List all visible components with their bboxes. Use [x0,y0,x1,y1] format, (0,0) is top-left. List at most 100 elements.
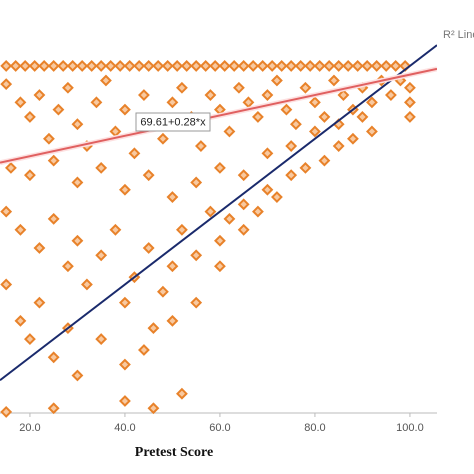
point [119,358,131,371]
point [119,296,131,309]
point [19,60,32,72]
point [14,223,27,236]
point [90,96,103,109]
point [14,96,27,109]
point [71,176,84,189]
point [71,234,84,247]
point [62,81,74,94]
point [24,333,36,345]
point [328,74,340,87]
point [33,296,46,309]
point [138,89,150,101]
point [237,60,250,72]
point [366,125,378,138]
point [147,322,160,335]
point [389,60,402,72]
point [299,81,312,94]
x-tick-label: 100.0 [396,422,424,434]
point [180,60,193,72]
point [332,140,345,152]
point [157,132,169,145]
point [0,60,13,72]
point [128,147,141,160]
point [190,176,203,189]
point [223,125,236,138]
point [309,96,321,109]
point [252,205,264,218]
point [199,60,212,72]
point [404,110,416,123]
point [95,60,108,72]
point [43,132,55,145]
point [261,147,274,160]
point [5,161,17,174]
point [266,60,279,72]
point [0,405,13,418]
point [62,260,74,273]
point [171,60,184,72]
point [237,169,250,182]
reference-line [0,44,437,382]
point [147,402,160,415]
point [313,60,326,72]
point [166,191,179,203]
point [47,212,60,225]
point [351,60,364,72]
point [33,89,46,101]
point [24,169,36,182]
point [119,183,131,196]
point [47,60,60,72]
point [100,74,112,87]
point [166,314,179,327]
point [28,60,41,72]
point [190,296,203,309]
point [237,223,250,236]
point [152,60,165,72]
point [209,60,222,72]
point [85,60,98,72]
point [218,60,231,72]
point [214,260,226,273]
point [166,96,179,109]
point [24,110,36,123]
point [366,96,378,109]
point [275,60,288,72]
point [228,60,241,72]
point [356,110,369,123]
point [204,205,217,218]
point [161,60,174,72]
point [38,60,51,72]
point [223,212,236,225]
point [347,132,359,145]
point [57,60,70,72]
point [119,395,131,407]
point [261,183,274,196]
point [237,198,250,211]
point [337,89,350,101]
point [52,103,65,116]
point [0,205,13,218]
point [242,96,255,109]
point [261,89,274,101]
point [33,242,46,254]
point [176,81,188,94]
x-tick-label: 60.0 [209,422,230,434]
point [285,60,298,72]
point [342,60,355,72]
point [95,249,108,262]
point [214,234,226,247]
point [76,60,89,72]
point [166,260,179,273]
x-tick-label: 20.0 [19,422,40,434]
point [66,60,79,72]
x-axis-label: Pretest Score [135,445,213,460]
point [119,103,131,116]
point [256,60,269,72]
point [285,169,298,182]
point [81,278,93,291]
legend-text: R² Line [443,29,474,41]
point [280,103,293,116]
plot-area [0,60,416,418]
fit-label: 69.61+0.28*x [140,116,206,128]
point [190,60,203,72]
